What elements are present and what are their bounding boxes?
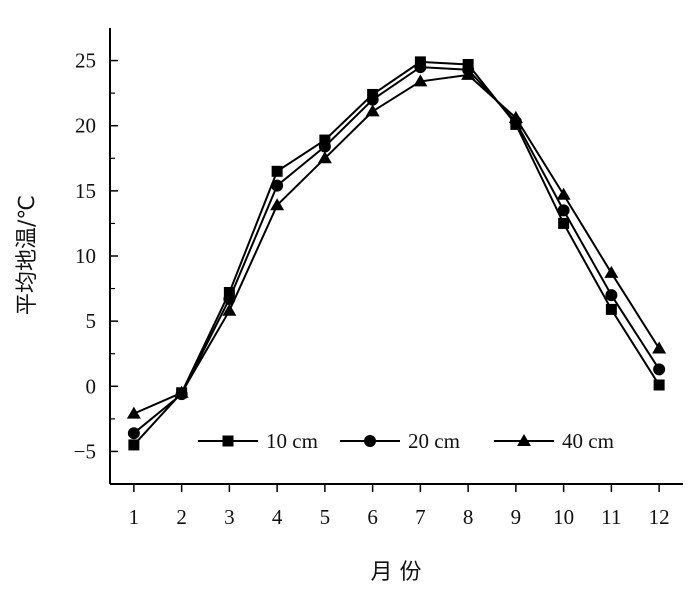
- x-axis-title: 月 份: [371, 560, 422, 585]
- y-tick-label: 0: [86, 374, 97, 398]
- data-point-triangle: [126, 406, 141, 419]
- data-point-square: [558, 217, 570, 229]
- data-point-triangle: [413, 74, 428, 87]
- x-tick-label: 9: [511, 505, 522, 529]
- y-axis-title: 平均地温/℃: [15, 195, 40, 315]
- series-20-cm: [127, 61, 666, 440]
- data-point-square: [319, 134, 331, 146]
- data-point-triangle: [270, 198, 285, 211]
- series-line: [133, 60, 660, 446]
- legend-label: 10 cm: [266, 429, 318, 453]
- legend: 10 cm 20 cm 40 cm: [198, 429, 614, 453]
- y-tick-label: 25: [75, 49, 96, 73]
- data-point-circle: [653, 363, 666, 376]
- data-point-circle: [605, 289, 618, 302]
- data-point-triangle: [604, 265, 619, 278]
- y-tick-label: 20: [75, 114, 96, 138]
- x-tick-label: 3: [224, 505, 235, 529]
- data-point-circle: [318, 140, 331, 153]
- series-10-cm: [128, 56, 665, 451]
- data-point-triangle: [317, 151, 332, 164]
- data-point-square: [605, 303, 617, 315]
- data-point-circle: [271, 179, 284, 192]
- data-point-triangle: [556, 187, 571, 200]
- series-line: [133, 66, 660, 434]
- legend-marker-circle: [364, 435, 376, 447]
- legend-marker-square: [222, 435, 234, 447]
- legend-item: 10 cm: [198, 429, 318, 453]
- x-tick-label: 7: [415, 505, 426, 529]
- data-point-triangle: [365, 104, 380, 117]
- data-point-triangle: [174, 385, 189, 398]
- x-tick-label: 4: [272, 505, 283, 529]
- x-tick-label: 2: [176, 505, 187, 529]
- data-point-circle: [366, 93, 379, 106]
- data-point-triangle: [222, 303, 237, 316]
- legend-label: 40 cm: [562, 429, 614, 453]
- x-tick-label: 5: [320, 505, 331, 529]
- legend-item: 20 cm: [340, 429, 460, 453]
- data-point-triangle: [461, 67, 476, 80]
- legend-marker-triangle: [517, 434, 531, 446]
- data-point-square: [271, 165, 283, 177]
- y-tick-label: 15: [75, 179, 96, 203]
- data-point-circle: [127, 427, 140, 440]
- data-point-square: [223, 286, 235, 298]
- data-point-square: [128, 439, 140, 451]
- series-layer: [126, 56, 667, 451]
- data-point-square: [653, 379, 665, 391]
- x-tick-label: 12: [649, 505, 670, 529]
- x-tick-label: 1: [129, 505, 140, 529]
- y-tick-label: −5: [74, 439, 96, 463]
- y-tick-label: 10: [75, 244, 96, 268]
- series-line: [133, 73, 660, 415]
- data-point-triangle: [652, 341, 667, 354]
- series-40-cm: [126, 67, 667, 419]
- x-tick-label: 6: [367, 505, 378, 529]
- y-tick-label: 5: [86, 309, 97, 333]
- x-tick-label: 10: [553, 505, 574, 529]
- legend-item: 40 cm: [494, 429, 614, 453]
- data-point-circle: [557, 204, 570, 217]
- legend-label: 20 cm: [408, 429, 460, 453]
- data-point-triangle: [508, 110, 523, 123]
- data-point-circle: [414, 61, 427, 74]
- x-tick-label: 11: [601, 505, 621, 529]
- x-tick-label: 8: [463, 505, 474, 529]
